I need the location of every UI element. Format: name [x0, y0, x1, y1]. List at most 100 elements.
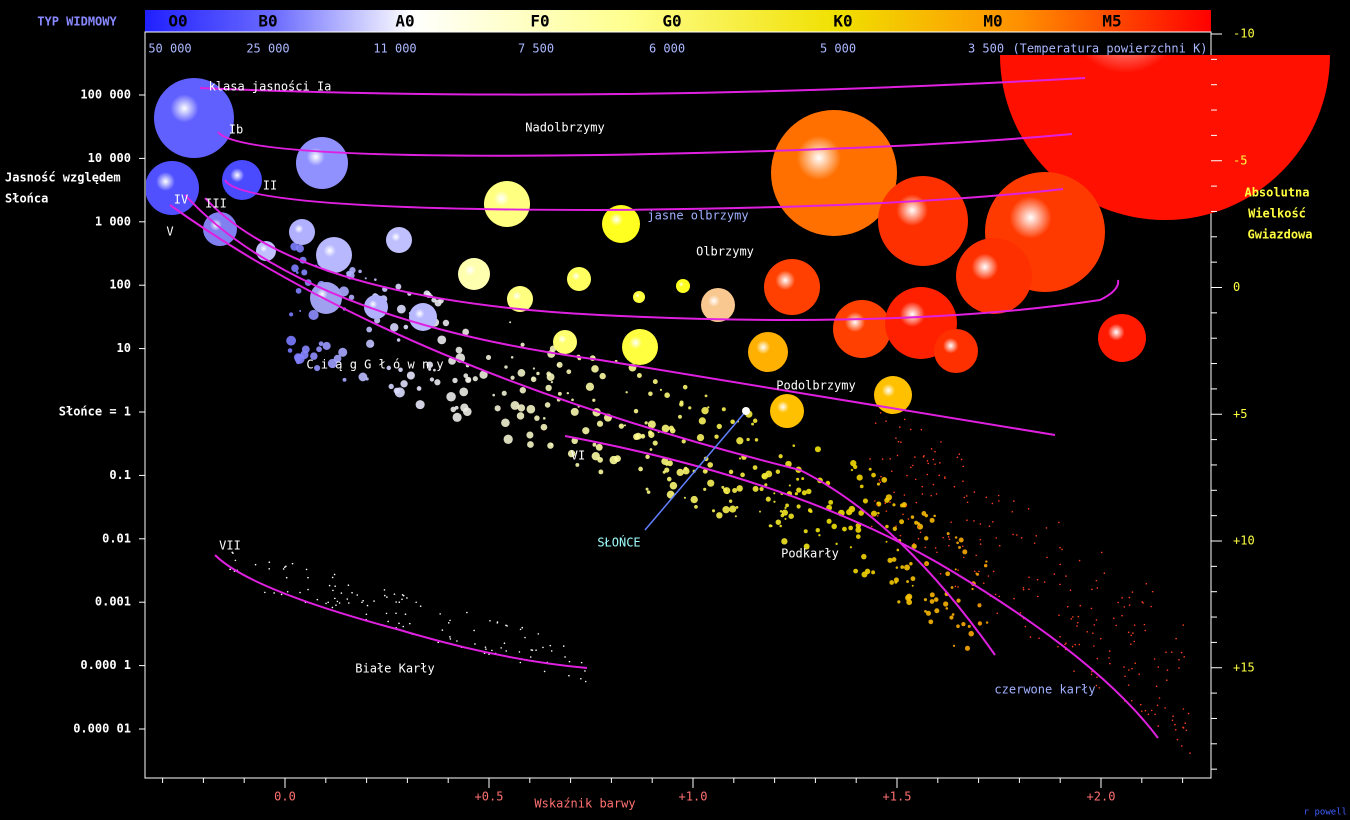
red-dwarf — [944, 477, 946, 480]
red-dwarf — [954, 585, 957, 588]
star — [546, 371, 552, 377]
red-dwarf — [1141, 601, 1143, 603]
star — [885, 524, 889, 529]
star — [682, 384, 688, 390]
red-dwarf — [1074, 643, 1076, 646]
red-dwarf — [1013, 597, 1015, 600]
red-dwarf — [1133, 640, 1136, 643]
star — [807, 508, 812, 513]
star — [599, 372, 606, 380]
red-dwarf — [1095, 684, 1098, 687]
red-dwarf — [895, 437, 897, 439]
curve-v — [169, 204, 996, 656]
red-dwarf — [874, 422, 877, 424]
star — [924, 609, 927, 613]
temperature: 50 000 — [148, 42, 191, 56]
star — [678, 414, 682, 419]
star — [850, 468, 854, 472]
star — [494, 405, 501, 412]
red-dwarf — [1079, 604, 1082, 607]
star — [736, 437, 744, 445]
red-dwarf — [1182, 726, 1184, 729]
white-dwarf — [383, 589, 386, 591]
red-dwarf — [1139, 703, 1142, 706]
star — [428, 367, 432, 371]
red-dwarf — [1171, 719, 1174, 722]
star — [664, 392, 670, 398]
red-dwarf — [1109, 662, 1111, 665]
curve-vi — [564, 435, 1159, 739]
region-label: Białe Karły — [355, 662, 434, 676]
giant-star — [567, 267, 591, 291]
star — [519, 387, 527, 394]
spectral-type: G0 — [662, 12, 681, 31]
red-dwarf — [1086, 630, 1089, 633]
star — [338, 347, 348, 357]
star — [346, 270, 352, 277]
red-dwarf — [1108, 650, 1111, 652]
red-dwarf — [934, 463, 936, 465]
star — [299, 309, 302, 312]
region-label: Podolbrzymy — [776, 379, 855, 393]
red-dwarf — [1143, 623, 1146, 626]
red-dwarf — [879, 412, 882, 414]
star — [396, 304, 406, 314]
red-dwarf — [1090, 607, 1093, 610]
star — [694, 504, 698, 509]
star — [429, 377, 435, 382]
red-dwarf — [978, 570, 980, 573]
star — [943, 601, 949, 607]
star — [906, 580, 910, 583]
white-dwarf — [537, 633, 540, 635]
star — [534, 415, 540, 421]
star — [452, 412, 462, 422]
star — [895, 566, 899, 569]
star — [849, 546, 853, 549]
red-dwarf — [995, 537, 998, 539]
red-dwarf — [1172, 715, 1174, 718]
white-dwarf — [466, 611, 468, 614]
red-dwarf — [1150, 709, 1153, 712]
white-dwarf — [273, 592, 275, 594]
star — [466, 377, 471, 383]
star — [597, 456, 603, 463]
star — [295, 287, 302, 294]
red-dwarf — [905, 504, 908, 507]
star — [792, 444, 796, 447]
red-dwarf — [907, 518, 910, 520]
white-dwarf — [316, 598, 319, 601]
red-dwarf — [1130, 643, 1132, 645]
red-dwarf — [1029, 636, 1032, 638]
region-label: Ib — [229, 123, 243, 137]
red-dwarf — [1093, 645, 1095, 647]
red-dwarf — [982, 582, 985, 584]
giant-star — [484, 181, 530, 227]
star — [814, 446, 821, 453]
star — [803, 529, 808, 534]
red-dwarf — [1128, 604, 1131, 606]
temperature: 3 500 — [968, 42, 1004, 56]
star — [911, 584, 914, 587]
color-index-tick-label: +0.5 — [475, 790, 504, 804]
red-dwarf — [914, 478, 917, 481]
red-dwarf — [1140, 710, 1143, 712]
color-index-tick-label: +1.5 — [883, 790, 912, 804]
white-dwarf — [327, 601, 329, 604]
star — [633, 408, 639, 414]
red-dwarf — [947, 536, 950, 538]
star — [532, 367, 536, 370]
star — [526, 431, 534, 439]
white-dwarf — [441, 629, 444, 631]
red-dwarf — [1091, 588, 1093, 591]
white-dwarf — [373, 600, 375, 602]
red-dwarf — [1117, 601, 1120, 604]
red-dwarf — [930, 448, 933, 450]
star — [751, 422, 755, 426]
star — [698, 417, 706, 425]
red-dwarf — [963, 496, 966, 499]
luminosity-tick-label: 10 — [117, 341, 131, 355]
star — [961, 621, 966, 627]
white-dwarf — [456, 640, 458, 642]
star — [876, 482, 881, 486]
